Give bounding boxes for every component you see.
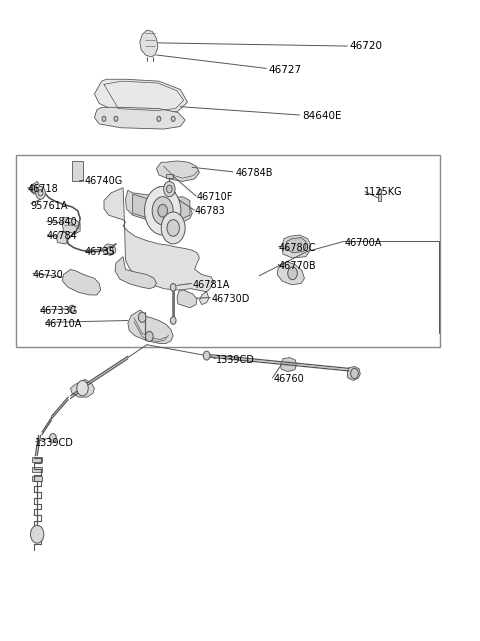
Text: 1339CD: 1339CD <box>216 355 255 365</box>
Polygon shape <box>132 194 190 221</box>
Circle shape <box>114 116 118 121</box>
Polygon shape <box>140 30 158 57</box>
Text: 46781A: 46781A <box>192 279 229 290</box>
Text: 46783: 46783 <box>195 206 226 216</box>
Text: 46700A: 46700A <box>345 238 383 247</box>
Polygon shape <box>281 358 296 372</box>
Polygon shape <box>277 262 304 285</box>
Circle shape <box>138 312 146 322</box>
Bar <box>16 154 441 347</box>
Text: 46784: 46784 <box>47 231 77 241</box>
Bar <box>72 161 83 181</box>
Circle shape <box>152 197 173 225</box>
Circle shape <box>69 305 75 313</box>
Polygon shape <box>95 79 188 113</box>
Circle shape <box>164 181 175 197</box>
Circle shape <box>161 212 185 244</box>
Circle shape <box>170 317 176 324</box>
Text: 46718: 46718 <box>28 184 59 194</box>
Circle shape <box>36 187 45 199</box>
Polygon shape <box>128 310 173 344</box>
Circle shape <box>167 220 180 237</box>
Circle shape <box>108 247 113 254</box>
Circle shape <box>31 526 44 543</box>
Polygon shape <box>177 290 197 308</box>
Polygon shape <box>125 190 192 222</box>
Text: 46760: 46760 <box>274 374 304 384</box>
Text: 46740G: 46740G <box>85 176 123 187</box>
Text: 1339CD: 1339CD <box>35 438 73 448</box>
Circle shape <box>378 189 382 194</box>
Polygon shape <box>115 256 156 288</box>
Circle shape <box>31 185 36 193</box>
Circle shape <box>144 187 181 235</box>
Circle shape <box>158 204 168 217</box>
Circle shape <box>102 116 106 121</box>
Polygon shape <box>287 238 306 253</box>
Circle shape <box>171 116 175 121</box>
Circle shape <box>351 369 359 379</box>
Text: 46735: 46735 <box>85 247 116 256</box>
Circle shape <box>38 190 43 196</box>
Circle shape <box>170 283 176 291</box>
Circle shape <box>288 267 297 279</box>
Polygon shape <box>156 161 199 181</box>
Circle shape <box>157 116 161 121</box>
Text: 95761A: 95761A <box>30 201 68 211</box>
Polygon shape <box>95 107 185 129</box>
Polygon shape <box>166 174 173 178</box>
Bar <box>378 193 381 201</box>
Polygon shape <box>30 181 40 194</box>
Polygon shape <box>56 231 68 244</box>
Circle shape <box>203 351 210 360</box>
Polygon shape <box>71 379 95 397</box>
Text: 46730: 46730 <box>33 270 63 279</box>
Text: 46770B: 46770B <box>278 262 316 271</box>
Text: 46784B: 46784B <box>235 168 273 178</box>
Circle shape <box>49 433 56 442</box>
Text: 46720: 46720 <box>350 41 383 51</box>
Polygon shape <box>282 235 311 258</box>
Polygon shape <box>104 188 214 304</box>
Polygon shape <box>348 367 360 381</box>
Bar <box>33 457 42 462</box>
Text: 84640E: 84640E <box>302 112 342 121</box>
Bar <box>33 467 42 472</box>
Text: 95840: 95840 <box>47 217 77 227</box>
Circle shape <box>145 331 153 342</box>
Circle shape <box>167 185 172 193</box>
Bar <box>170 192 175 203</box>
Polygon shape <box>62 217 80 234</box>
Text: 46727: 46727 <box>269 65 302 75</box>
Text: 46710F: 46710F <box>197 192 233 202</box>
Text: 46710A: 46710A <box>44 319 82 329</box>
Text: 46780C: 46780C <box>278 243 316 253</box>
Polygon shape <box>103 244 116 255</box>
Circle shape <box>77 381 88 395</box>
Bar <box>33 476 42 481</box>
Text: 1125KG: 1125KG <box>364 187 403 197</box>
Text: 46733G: 46733G <box>39 306 78 316</box>
Text: 46730D: 46730D <box>211 294 250 304</box>
Polygon shape <box>62 269 101 295</box>
